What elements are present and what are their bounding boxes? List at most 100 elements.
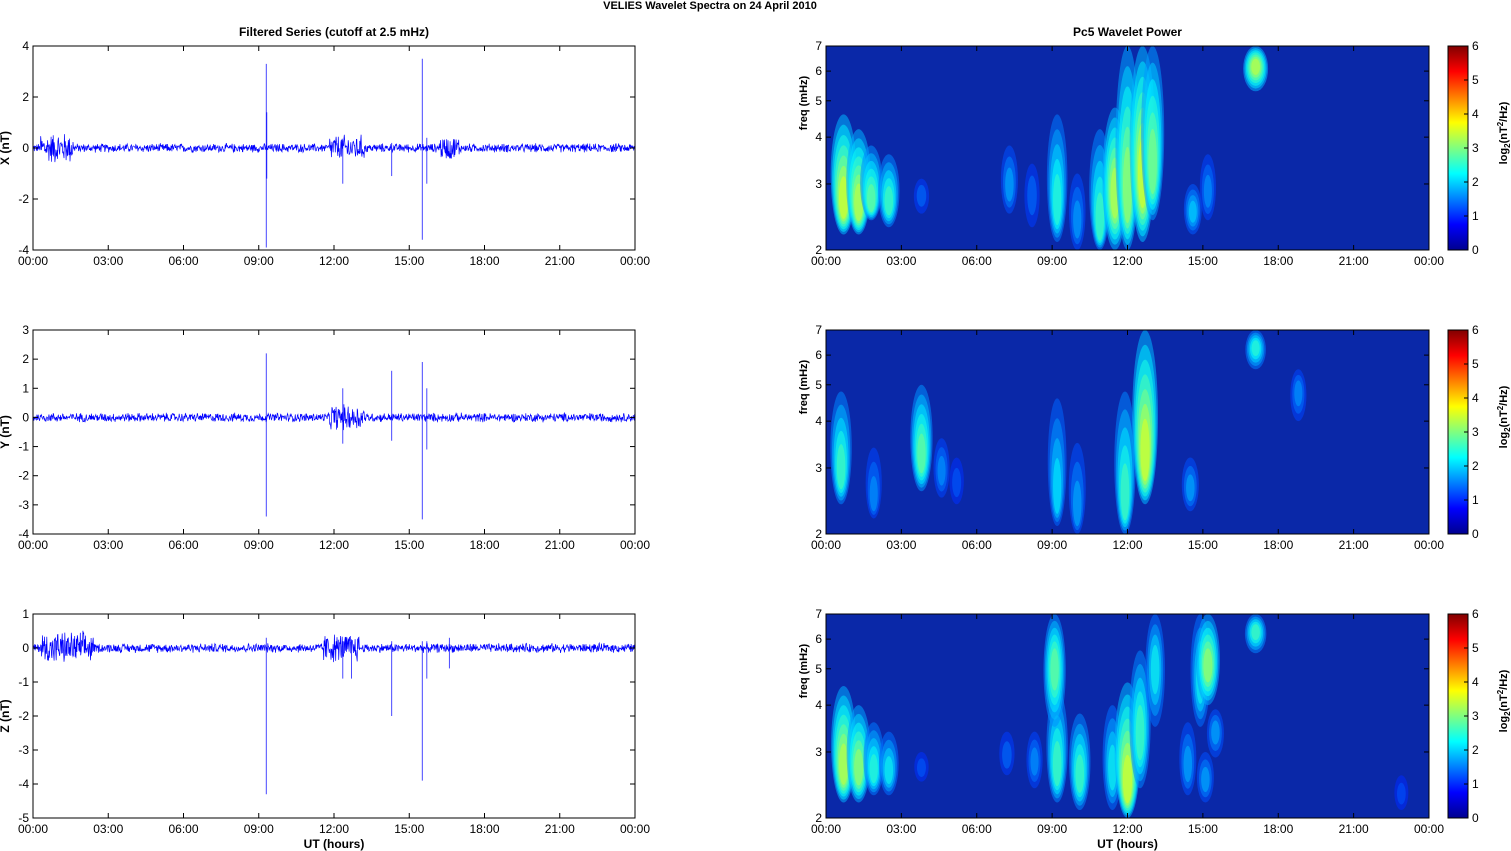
- ytick-label: 0: [22, 410, 29, 424]
- colorbar: 0 1 2 3 4 5 6 log2(nT2/Hz): [1447, 607, 1511, 825]
- timeseries-xtick-label: 15:00: [394, 538, 424, 552]
- wavelet-xlabel: UT (hours): [1097, 837, 1158, 851]
- power-blob: [1072, 480, 1082, 527]
- timeseries-xtick-label: 03:00: [93, 538, 123, 552]
- timeseries-xtick-label: 09:00: [244, 538, 274, 552]
- wavelet-xtick-label: 06:00: [962, 538, 992, 552]
- colorbar-tick-label: 5: [1472, 357, 1479, 371]
- wavelet-xtick-label: 18:00: [1263, 254, 1293, 268]
- panel-title: Pc5 Wavelet Power: [1073, 25, 1182, 39]
- wavelet-xtick-label: 09:00: [1037, 822, 1067, 836]
- ytick-label: 5: [815, 662, 822, 676]
- power-blob: [1186, 474, 1195, 502]
- power-blob: [917, 433, 926, 474]
- power-blob: [916, 758, 926, 777]
- wavelet-panel-5: 2 3 4 5 6 7 00:00 03:00 06:00 09:00 12:00 15:00 18:0…: [798, 607, 1511, 851]
- colorbar-tick-label: 1: [1472, 493, 1479, 507]
- ytick-label: 7: [815, 39, 822, 53]
- ytick-label: 2: [22, 90, 29, 104]
- timeseries-xtick-label: 00:00: [18, 538, 48, 552]
- power-blob: [1251, 624, 1260, 641]
- power-blob: [854, 748, 864, 786]
- colorbar-tick-label: 2: [1472, 743, 1479, 757]
- timeseries-xtick-label: 15:00: [394, 822, 424, 836]
- wavelet-xtick-label: 15:00: [1188, 538, 1218, 552]
- ytick-label: 3: [815, 745, 822, 759]
- power-blob: [1140, 418, 1150, 481]
- wavelet-xtick-label: 12:00: [1112, 538, 1142, 552]
- ytick-label: 2: [815, 811, 822, 825]
- ytick-label: 0: [22, 641, 29, 655]
- wavelet-xtick-label: 00:00: [1414, 538, 1444, 552]
- power-blob: [916, 184, 927, 207]
- colorbar-tick-label: 2: [1472, 175, 1479, 189]
- power-blob: [937, 455, 946, 486]
- power-blob: [1030, 747, 1039, 776]
- colorbar-tick-label: 3: [1472, 141, 1479, 155]
- ytick-label: -3: [18, 743, 29, 757]
- colorbar-tick-label: 0: [1472, 811, 1479, 825]
- power-blob: [1148, 128, 1157, 195]
- series-trace: [32, 630, 636, 663]
- ylabel: freq (mHz): [798, 359, 810, 414]
- ytick-label: -2: [18, 469, 29, 483]
- power-blob: [1050, 648, 1059, 691]
- panel-title: Filtered Series (cutoff at 2.5 mHz): [239, 25, 429, 39]
- wavelet-xtick-label: 09:00: [1037, 254, 1067, 268]
- series-trace: [32, 404, 636, 431]
- spectrum-image: [826, 46, 1429, 250]
- timeseries-xtick-label: 00:00: [620, 254, 650, 268]
- power-blob: [1122, 754, 1133, 804]
- ytick-label: -4: [18, 243, 29, 257]
- colorbar-tick-label: 1: [1472, 209, 1479, 223]
- ytick-label: 3: [815, 461, 822, 475]
- wavelet-panel-3: 2 3 4 5 6 7 00:00 03:00 06:00 09:00 12:00 15:00 18:0…: [798, 323, 1511, 552]
- wavelet-panel-1: 2 3 4 5 6 7 00:00 03:00 06:00 09:00 12:00 15:00 18:0…: [798, 25, 1511, 268]
- ytick-label: -2: [18, 709, 29, 723]
- ytick-label: 2: [815, 243, 822, 257]
- series-trace: [32, 134, 636, 163]
- colorbar-tick-label: 3: [1472, 425, 1479, 439]
- ytick-label: 3: [22, 323, 29, 337]
- timeseries-xtick-label: 00:00: [620, 822, 650, 836]
- ylabel: Z (nT): [0, 699, 12, 732]
- ytick-label: -3: [18, 498, 29, 512]
- ytick-label: 6: [815, 64, 822, 78]
- timeseries-xtick-label: 03:00: [93, 254, 123, 268]
- spectrum-image: [826, 614, 1429, 818]
- power-blob: [1251, 340, 1260, 357]
- timeseries-xtick-label: 12:00: [319, 538, 349, 552]
- power-blob: [1095, 192, 1105, 241]
- ytick-label: 1: [22, 381, 29, 395]
- timeseries-xtick-label: 06:00: [168, 254, 198, 268]
- power-blob: [867, 184, 876, 213]
- colorbar-tick-label: 1: [1472, 777, 1479, 791]
- colorbar-tick-label: 6: [1472, 323, 1479, 337]
- timeseries-xtick-label: 18:00: [469, 822, 499, 836]
- plot-area: [33, 330, 635, 534]
- timeseries-panel-2: -4 -3 -2 -1 0 1 2 3 00:00 03:00 06:00 09:00 12:00 15:…: [0, 323, 650, 552]
- wavelet-xtick-label: 06:00: [962, 822, 992, 836]
- power-blob: [838, 176, 849, 220]
- colorbar-tick-label: 5: [1472, 73, 1479, 87]
- wavelet-xtick-label: 21:00: [1339, 822, 1369, 836]
- timeseries-xtick-label: 00:00: [18, 254, 48, 268]
- ytick-label: 1: [22, 607, 29, 621]
- power-blob: [1203, 174, 1212, 208]
- ytick-label: -4: [18, 777, 29, 791]
- wavelet-xtick-label: 06:00: [962, 254, 992, 268]
- colorbar: 0 1 2 3 4 5 6 log2(nT2/Hz): [1447, 39, 1511, 257]
- power-blob: [869, 475, 878, 512]
- ytick-label: 6: [815, 348, 822, 362]
- ytick-label: 0: [22, 141, 29, 155]
- ytick-label: 5: [815, 378, 822, 392]
- power-blob: [884, 756, 894, 785]
- power-blob: [1211, 720, 1220, 745]
- power-blob: [1120, 463, 1130, 521]
- wavelet-xtick-label: 15:00: [1188, 822, 1218, 836]
- ytick-label: 2: [815, 527, 822, 541]
- wavelet-xtick-label: 00:00: [811, 254, 841, 268]
- figure-suptitle: VELIES Wavelet Spectra on 24 April 2010: [603, 0, 817, 12]
- ytick-label: 5: [815, 94, 822, 108]
- timeseries-xtick-label: 21:00: [545, 538, 575, 552]
